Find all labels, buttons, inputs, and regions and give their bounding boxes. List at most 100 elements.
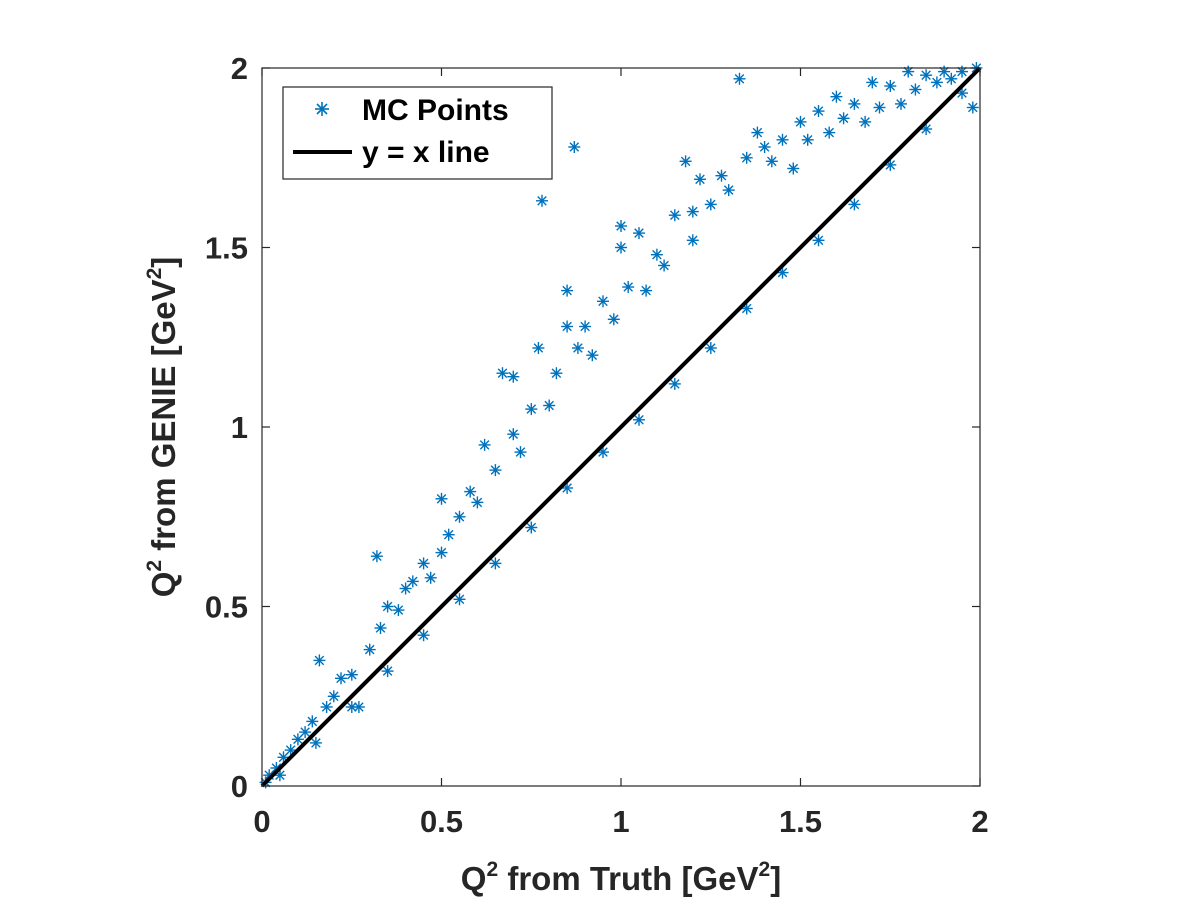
mc-point — [525, 521, 538, 534]
mc-point — [335, 672, 347, 685]
mc-point — [812, 234, 825, 247]
y-axis-label-sup2: 2 — [143, 268, 166, 280]
mc-point — [751, 126, 764, 139]
mc-point — [650, 248, 663, 261]
mc-point — [464, 485, 477, 498]
mc-point — [668, 209, 681, 222]
mc-point — [607, 313, 620, 326]
mc-point — [823, 126, 836, 139]
mc-point — [561, 284, 574, 297]
mc-point — [374, 622, 387, 634]
mc-point — [320, 701, 333, 713]
mc-point — [848, 97, 861, 110]
mc-point — [812, 105, 825, 118]
x-tick-label: 0.5 — [420, 804, 463, 839]
mc-point — [309, 736, 322, 749]
y-axis-label-mid: from GENIE [GeV — [145, 279, 182, 560]
mc-point — [392, 604, 405, 617]
mc-point — [568, 141, 581, 153]
mc-point — [787, 162, 800, 175]
x-tick-label: 1 — [612, 804, 629, 839]
legend-label-mc-points: MC Points — [362, 94, 509, 127]
mc-point — [668, 377, 681, 390]
x-tick-label: 2 — [971, 804, 988, 839]
mc-point — [776, 133, 789, 146]
axis-ticks: 0 0.5 1 1.5 2 0 0.5 1 1.5 2 — [205, 51, 989, 839]
mc-point — [381, 665, 394, 678]
mc-point — [686, 205, 699, 218]
mc-point — [532, 342, 545, 354]
legend-box — [282, 86, 553, 180]
legend-label-y-equals-x: y = x line — [362, 136, 490, 169]
mc-point — [406, 575, 419, 588]
mc-point — [435, 492, 448, 505]
mc-point — [704, 198, 717, 211]
mc-point — [801, 133, 814, 146]
mc-point — [370, 550, 383, 563]
mc-point — [489, 557, 502, 570]
x-tick-label: 0 — [253, 804, 270, 839]
mc-point — [507, 428, 520, 441]
mc-point — [633, 227, 645, 240]
mc-point — [615, 220, 627, 232]
mc-point — [514, 446, 527, 459]
y-tick-label: 1.5 — [205, 231, 248, 266]
y-tick-label: 0.5 — [205, 590, 248, 625]
mc-point — [363, 643, 376, 656]
y-axis-label: Q2 from GENIE [GeV2] — [143, 257, 182, 598]
y-axis-label-post: ] — [145, 257, 182, 268]
mc-point — [848, 198, 861, 211]
mc-point — [345, 668, 358, 681]
mc-point — [417, 629, 430, 642]
mc-point — [722, 184, 735, 197]
mc-point — [615, 241, 627, 254]
mc-point — [381, 600, 394, 613]
mc-point — [306, 715, 319, 728]
mc-point — [453, 593, 466, 606]
mc-point — [895, 97, 907, 110]
mc-point — [830, 90, 843, 103]
x-axis-label: Q2 from Truth [GeV2] — [461, 858, 781, 897]
mc-point — [704, 342, 717, 354]
x-tick-label: 1.5 — [779, 804, 822, 839]
mc-point — [313, 654, 326, 667]
mc-point — [352, 701, 365, 713]
x-axis-label-pre: Q — [461, 860, 487, 897]
x-axis-label-post: ] — [770, 860, 781, 897]
mc-point — [291, 733, 304, 746]
x-axis-label-sup: 2 — [486, 858, 498, 881]
mc-point — [327, 690, 340, 703]
mc-point — [424, 571, 437, 584]
y-axis-label-pre: Q — [145, 572, 182, 598]
mc-point — [435, 546, 448, 559]
mc-point — [694, 173, 706, 186]
y-equals-x-line — [260, 66, 982, 788]
mc-points-layer — [259, 62, 983, 789]
mc-point — [733, 72, 746, 85]
y-tick-label: 0 — [231, 769, 248, 804]
mc-point — [909, 83, 922, 96]
mc-point — [579, 320, 592, 333]
mc-point — [561, 320, 574, 333]
mc-point — [586, 349, 599, 362]
mc-point — [930, 76, 943, 89]
mc-point — [686, 234, 699, 247]
mc-point — [765, 155, 778, 168]
mc-point — [597, 295, 609, 308]
mc-point — [859, 115, 872, 128]
mc-point — [478, 438, 491, 451]
mc-point — [489, 464, 502, 477]
mc-point — [417, 557, 430, 570]
legend-marker-mc-points — [315, 102, 329, 116]
mc-point — [966, 101, 979, 114]
mc-point — [633, 413, 645, 426]
mc-point — [571, 342, 584, 354]
mc-point — [794, 115, 807, 128]
mc-point — [536, 194, 548, 207]
legend: MC Points y = x line — [282, 86, 553, 180]
mc-point — [622, 281, 635, 293]
mc-point — [543, 399, 556, 412]
mc-point — [740, 151, 753, 164]
mc-point — [956, 87, 968, 100]
